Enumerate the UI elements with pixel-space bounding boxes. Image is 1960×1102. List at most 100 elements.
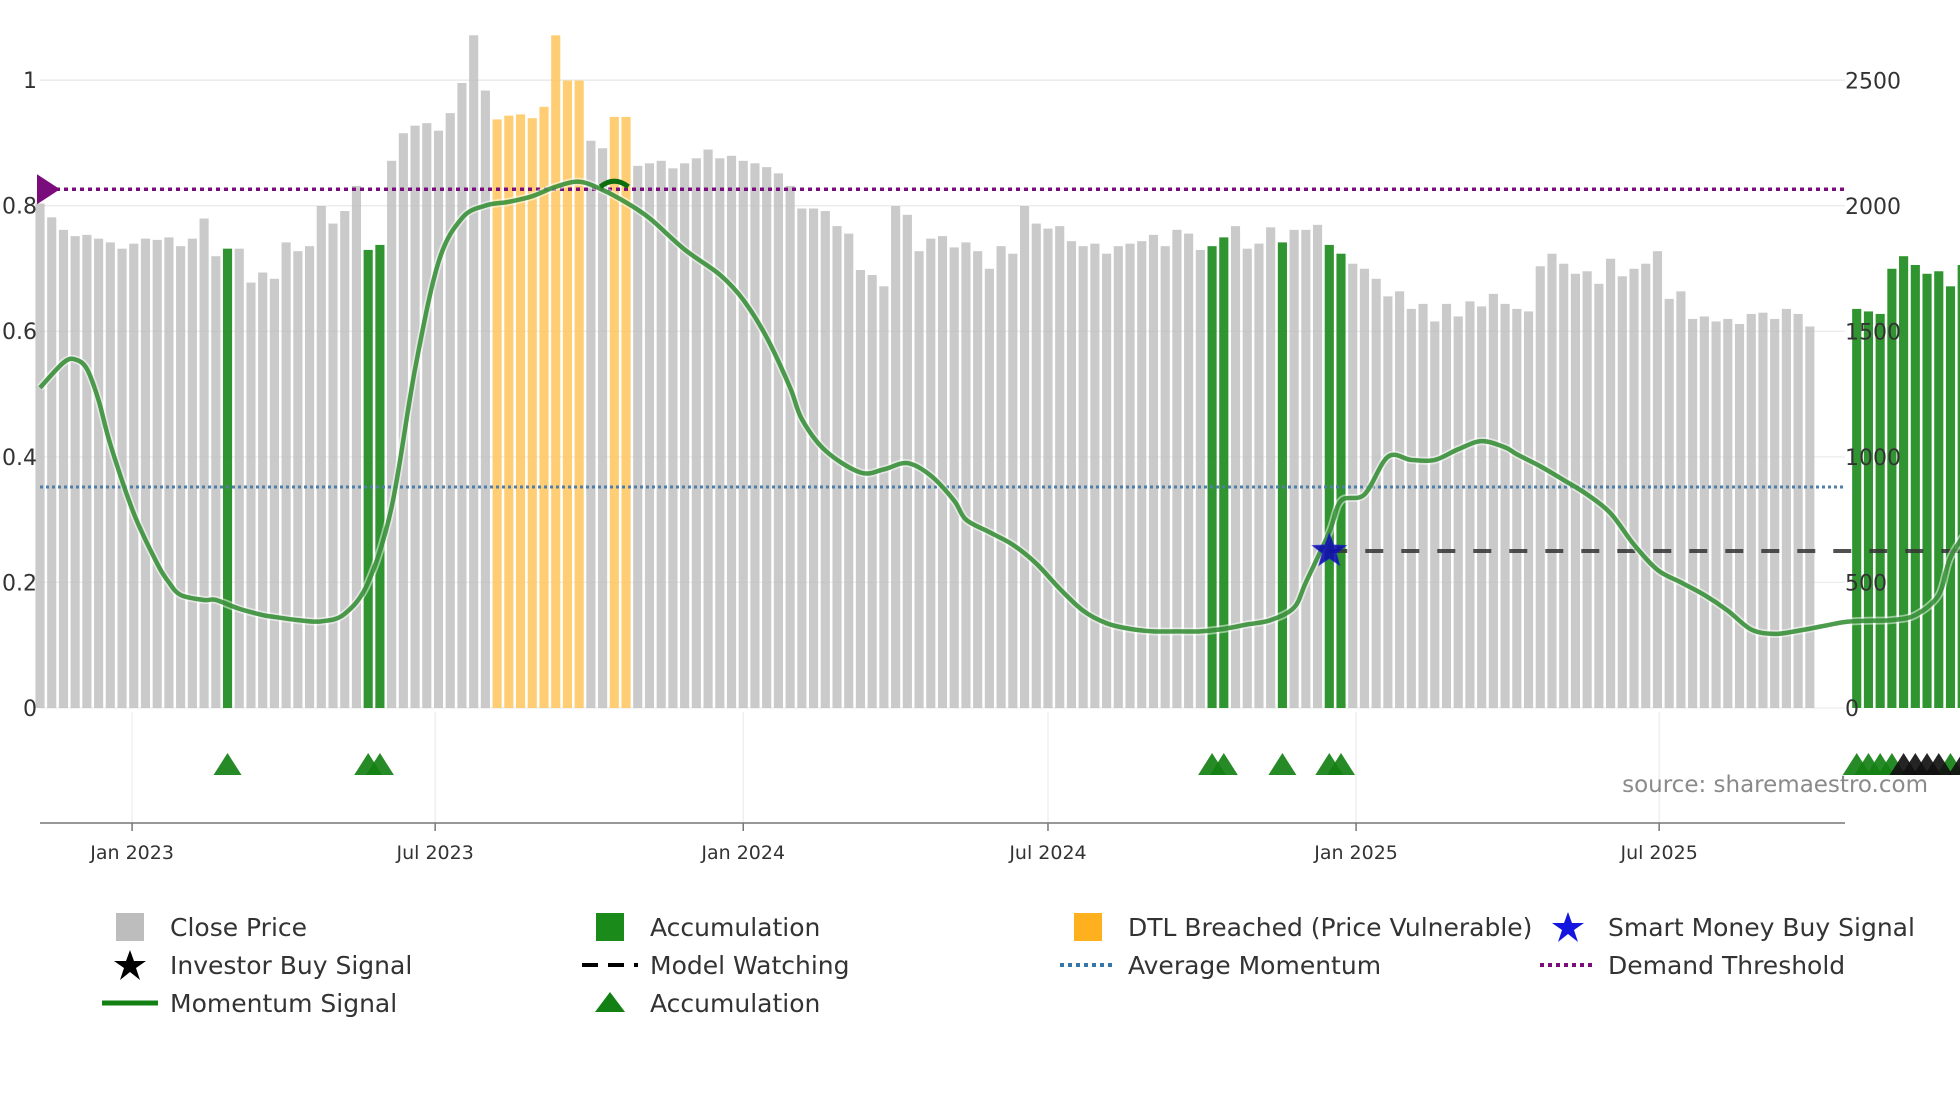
close-price-bar <box>1055 226 1065 708</box>
close-price-bar <box>879 286 889 708</box>
accumulation-bar <box>1324 244 1334 708</box>
close-price-bar <box>656 160 666 708</box>
legend-label: Demand Threshold <box>1608 950 1846 980</box>
close-price-bar <box>668 168 678 709</box>
close-price-bar <box>1477 306 1487 708</box>
close-price-bar <box>1125 243 1135 708</box>
close-price-bar <box>316 206 326 708</box>
close-price-bar <box>1688 318 1698 708</box>
close-price-bar <box>1312 224 1323 708</box>
close-price-bar <box>1019 206 1030 708</box>
close-price-bar <box>1148 234 1159 709</box>
close-price-bar <box>246 282 256 708</box>
left-tick-label: 0 <box>23 697 37 722</box>
close-price-bar <box>1008 253 1018 708</box>
close-price-bar <box>961 242 971 708</box>
close-price-bar <box>293 251 303 708</box>
line-green-icon <box>100 988 160 1018</box>
close-price-bar <box>715 158 725 708</box>
close-price-bar <box>1031 223 1041 708</box>
x-tick-label: Jul 2023 <box>395 842 473 864</box>
close-price-bar <box>480 90 490 709</box>
dtl-breached-bar <box>504 115 514 708</box>
accumulation-bar <box>222 248 233 709</box>
close-price-bar <box>129 243 139 708</box>
close-price-bar <box>1746 313 1756 708</box>
close-price-bar <box>1418 303 1428 708</box>
close-price-bar <box>1090 243 1100 708</box>
accumulation-bar <box>1945 286 1956 708</box>
close-price-bar <box>680 163 690 708</box>
close-price-bar <box>1254 243 1264 708</box>
close-price-bar <box>82 234 92 709</box>
close-price-bar <box>1523 311 1534 708</box>
left-tick-label: 0.6 <box>2 320 37 345</box>
close-price-bar <box>785 185 795 709</box>
price-bars <box>35 35 1960 709</box>
close-price-bar <box>1113 246 1123 708</box>
close-price-bar <box>1734 323 1745 708</box>
close-price-bar <box>70 236 80 708</box>
close-price-bar <box>1230 226 1241 708</box>
close-price-bar <box>1676 291 1686 708</box>
legend-label: Close Price <box>170 912 308 942</box>
accumulation-bar <box>1910 264 1920 708</box>
close-price-bar <box>1172 229 1182 708</box>
accumulation-bar <box>1219 237 1229 708</box>
close-price-bar <box>1465 301 1475 708</box>
close-price-bar <box>1242 248 1252 709</box>
close-price-bar <box>94 238 104 708</box>
close-price-bar <box>1500 303 1510 708</box>
momentum-line <box>38 179 1960 637</box>
x-tick-label: Jul 2025 <box>1619 842 1697 864</box>
close-price-bar <box>1641 263 1651 708</box>
square-gray-icon <box>100 912 160 942</box>
legend-item-momentum: Momentum Signal <box>100 988 397 1018</box>
close-price-bar <box>762 167 772 709</box>
close-price-bar <box>855 270 866 708</box>
legend-item-close: Close Price <box>100 912 307 942</box>
close-price-bar <box>1406 308 1416 708</box>
right-tick-label: 1500 <box>1845 321 1901 346</box>
close-price-bar <box>949 247 959 709</box>
square-green-icon <box>580 912 640 942</box>
close-price-bar <box>1781 308 1791 708</box>
legend-item-investor: Investor Buy Signal <box>100 950 412 980</box>
dtl-breached-bar <box>527 118 537 708</box>
close-price-bar <box>973 251 983 708</box>
close-price-bar <box>1793 313 1803 708</box>
accumulation-triangle <box>213 753 242 775</box>
momentum-peak-cap <box>598 178 630 189</box>
close-price-bar <box>351 185 362 709</box>
left-tick-label: 1 <box>23 69 37 94</box>
legend-item-demand: Demand Threshold <box>1538 950 1845 980</box>
close-price-bar <box>1488 293 1498 708</box>
close-price-bar <box>809 208 819 708</box>
close-price-bar <box>1594 283 1604 708</box>
investor-triangle <box>1948 756 1960 775</box>
x-tick-label: Jan 2024 <box>700 842 785 864</box>
accumulation-bar <box>1899 256 1909 708</box>
close-price-bar <box>891 206 901 708</box>
close-price-bar <box>832 226 842 708</box>
accumulation-bar <box>1863 311 1874 708</box>
close-price-bar <box>1512 308 1522 708</box>
close-price-bar <box>598 148 608 708</box>
legend-item-smart: Smart Money Buy Signal <box>1538 912 1915 942</box>
dtl-breached-bar <box>621 116 631 708</box>
dtl-breached-bar <box>539 106 549 709</box>
accumulation-triangle <box>365 753 394 775</box>
right-tick-label: 0 <box>1845 697 1859 722</box>
close-price-bar <box>1137 241 1147 708</box>
accumulation-bar <box>1934 271 1944 708</box>
close-price-bar <box>703 149 713 708</box>
close-price-bar <box>1266 227 1276 708</box>
legend-label: DTL Breached (Price Vulnerable) <box>1128 912 1533 942</box>
close-price-bar <box>1441 303 1452 708</box>
close-price-bar <box>750 163 760 708</box>
close-price-bar <box>1699 316 1709 708</box>
close-price-bar <box>1723 318 1733 708</box>
accumulation-bar <box>363 249 373 709</box>
left-tick-label: 0.2 <box>2 571 37 596</box>
legend-label: Investor Buy Signal <box>170 950 413 980</box>
